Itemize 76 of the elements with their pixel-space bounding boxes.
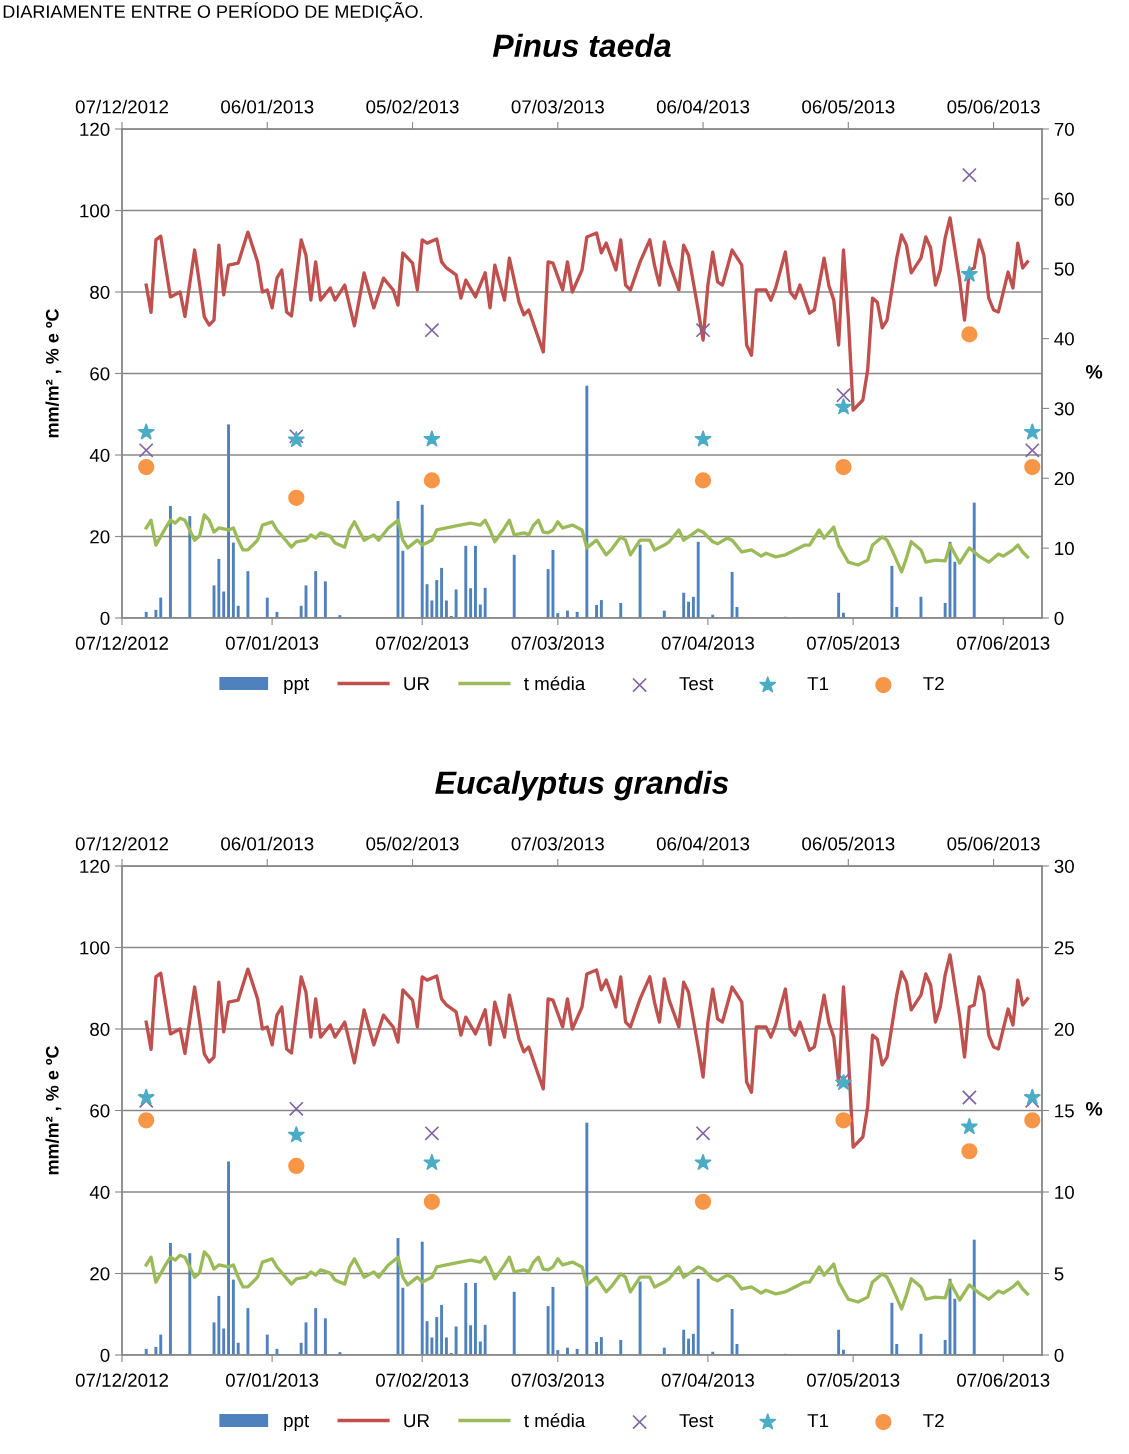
y2-tick-label: 40	[1054, 332, 1074, 346]
x-tick-label: 07/02/2013	[376, 636, 469, 650]
y-tick-label: 100	[80, 941, 110, 955]
x2-tick-label: 07/12/2012	[75, 99, 168, 114]
x2-tick-label: 06/01/2013	[221, 99, 314, 114]
chart-title: Eucalyptus grandis	[435, 770, 729, 801]
chart-title: Pinus taeda	[492, 33, 671, 58]
y-tick-label: 20	[90, 530, 110, 544]
legend-label: ppt	[284, 677, 310, 694]
x2-tick-label: 05/06/2013	[947, 99, 1040, 114]
legend-label: t média	[524, 676, 586, 691]
y2-tick-label: 10	[1055, 1185, 1074, 1199]
y-tick-label: 120	[80, 122, 110, 136]
x2-tick-label: 05/02/2013	[366, 836, 459, 851]
x-tick-label: 07/03/2013	[511, 1373, 604, 1387]
y2-tick-label: 0	[1054, 1348, 1064, 1362]
legend-label: UR	[404, 1414, 430, 1428]
legend-label: T2	[923, 676, 944, 691]
y2-tick-label: 0	[1054, 611, 1064, 625]
x2-tick-label: 05/02/2013	[366, 99, 459, 114]
y-axis-title: mm/m² , % e ºC	[45, 1045, 62, 1175]
y2-tick-label: 60	[1054, 192, 1074, 206]
x2-tick-label: 06/01/2013	[221, 836, 314, 851]
y-tick-label: 20	[90, 1267, 110, 1281]
x-tick-label: 07/01/2013	[225, 1373, 319, 1387]
legend-label: t média	[524, 1413, 586, 1428]
x2-tick-label: 06/04/2013	[656, 836, 750, 851]
x2-tick-label: 06/04/2013	[656, 99, 750, 114]
x-tick-label: 07/01/2013	[225, 636, 319, 650]
y-tick-label: 40	[89, 448, 110, 462]
legend-label: Test	[679, 1414, 714, 1428]
x-tick-label: 07/05/2013	[806, 636, 900, 650]
y2-axis-title: %	[1085, 1102, 1103, 1116]
y2-tick-label: 20	[1054, 471, 1074, 486]
y-tick-label: 120	[80, 859, 110, 873]
x-tick-label: 07/06/2013	[957, 1373, 1050, 1387]
y-tick-label: 0	[100, 611, 110, 625]
y2-tick-label: 30	[1054, 402, 1074, 416]
legend-label: T1	[807, 1414, 829, 1428]
x-tick-label: 07/12/2012	[75, 1373, 168, 1387]
legend-label: T1	[807, 677, 829, 691]
y2-tick-label: 25	[1054, 941, 1074, 955]
y2-tick-label: 70	[1054, 122, 1074, 136]
legend-label: ppt	[284, 1414, 310, 1431]
x2-tick-label: 06/05/2013	[802, 99, 895, 114]
y-tick-label: 80	[90, 285, 110, 299]
y2-tick-label: 50	[1054, 262, 1074, 276]
y-tick-label: 60	[90, 1104, 110, 1118]
y-tick-label: 80	[90, 1022, 110, 1036]
x-tick-label: 07/02/2013	[376, 1373, 469, 1387]
x2-tick-label: 07/12/2012	[75, 836, 168, 851]
x-tick-label: 07/06/2013	[957, 636, 1050, 650]
y2-tick-label: 30	[1054, 859, 1074, 873]
y2-tick-label: 20	[1054, 1022, 1074, 1036]
text: DIARIAMENTE ENTRE O PERÍODO DE MEDIÇÃO.	[3, 2, 422, 22]
x2-tick-label: 06/05/2013	[802, 836, 895, 851]
x-tick-label: 07/04/2013	[661, 636, 754, 650]
y-axis-title: mm/m² , % e ºC	[45, 308, 62, 438]
y2-axis-title: %	[1085, 365, 1103, 379]
x-tick-label: 07/04/2013	[661, 1373, 754, 1387]
x-tick-label: 07/03/2013	[511, 636, 604, 650]
y-tick-label: 60	[90, 367, 110, 381]
y-tick-label: 40	[89, 1185, 110, 1199]
legend-label: Test	[679, 677, 714, 691]
x-tick-label: 07/05/2013	[806, 1373, 900, 1387]
legend-label: T2	[923, 1413, 944, 1428]
y-tick-label: 0	[100, 1348, 110, 1362]
y2-tick-label: 15	[1055, 1104, 1074, 1118]
legend-label: UR	[404, 677, 430, 691]
x2-tick-label: 07/03/2013	[511, 836, 604, 851]
x2-tick-label: 05/06/2013	[947, 836, 1040, 851]
y2-tick-label: 5	[1054, 1267, 1064, 1281]
x2-tick-label: 07/03/2013	[511, 99, 604, 114]
y2-tick-label: 10	[1055, 541, 1074, 556]
x-tick-label: 07/12/2012	[75, 636, 168, 650]
y-tick-label: 100	[80, 204, 110, 218]
